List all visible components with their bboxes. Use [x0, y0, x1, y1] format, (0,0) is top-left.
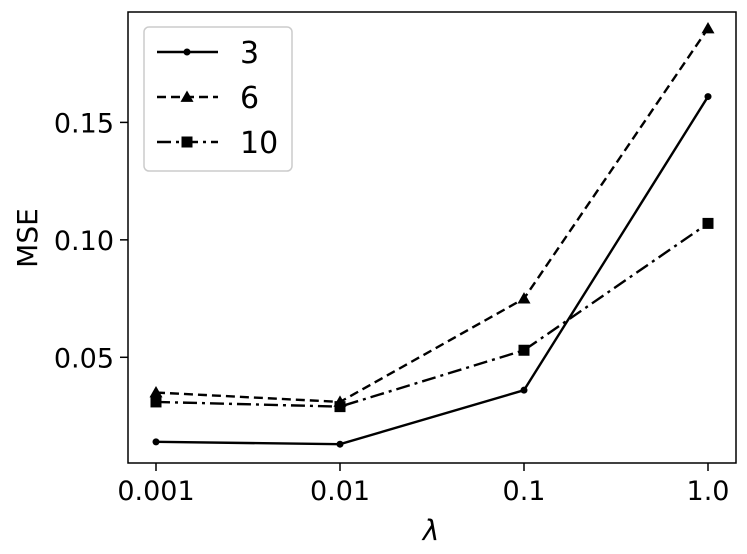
data-point: [520, 386, 528, 394]
series-layer: [149, 21, 715, 448]
data-point: [517, 292, 531, 304]
y-axis: 0.05 0.10 0.15: [54, 108, 128, 374]
legend-label: 3: [240, 36, 259, 71]
legend-marker: [180, 90, 194, 102]
series-3: [152, 93, 712, 448]
data-point: [334, 401, 346, 413]
data-point: [701, 21, 715, 34]
y-axis-title: MSE: [11, 208, 44, 268]
legend-box: [143, 26, 293, 172]
series-line: [155, 27, 709, 404]
series-line: [155, 95, 710, 446]
x-tick-label: 0.1: [503, 476, 546, 507]
x-tick-label: 0.01: [310, 476, 370, 507]
legend-marker: [183, 48, 191, 56]
y-tick-label: 0.05: [54, 343, 114, 374]
data-point: [150, 396, 162, 408]
x-tick-label: 0.001: [117, 476, 194, 507]
legend-label: 6: [240, 81, 259, 116]
data-point: [518, 344, 530, 356]
series-line: [155, 222, 709, 408]
data-point: [152, 438, 160, 446]
legend-label: 10: [240, 126, 278, 161]
series-10: [150, 217, 714, 413]
plot-frame: [127, 11, 737, 464]
x-axis-title: λ: [421, 514, 440, 547]
x-tick-label: 1.0: [687, 476, 730, 507]
legend-marker: [181, 136, 193, 148]
y-tick-label: 0.10: [54, 226, 114, 257]
y-tick-label: 0.15: [54, 108, 114, 139]
data-point: [336, 440, 344, 448]
legend: 3 6 10: [143, 26, 293, 172]
data-point: [704, 93, 712, 101]
data-point: [702, 217, 714, 229]
x-axis: 0.001 0.01 0.1 1.0: [117, 463, 729, 507]
data-point: [149, 386, 163, 398]
